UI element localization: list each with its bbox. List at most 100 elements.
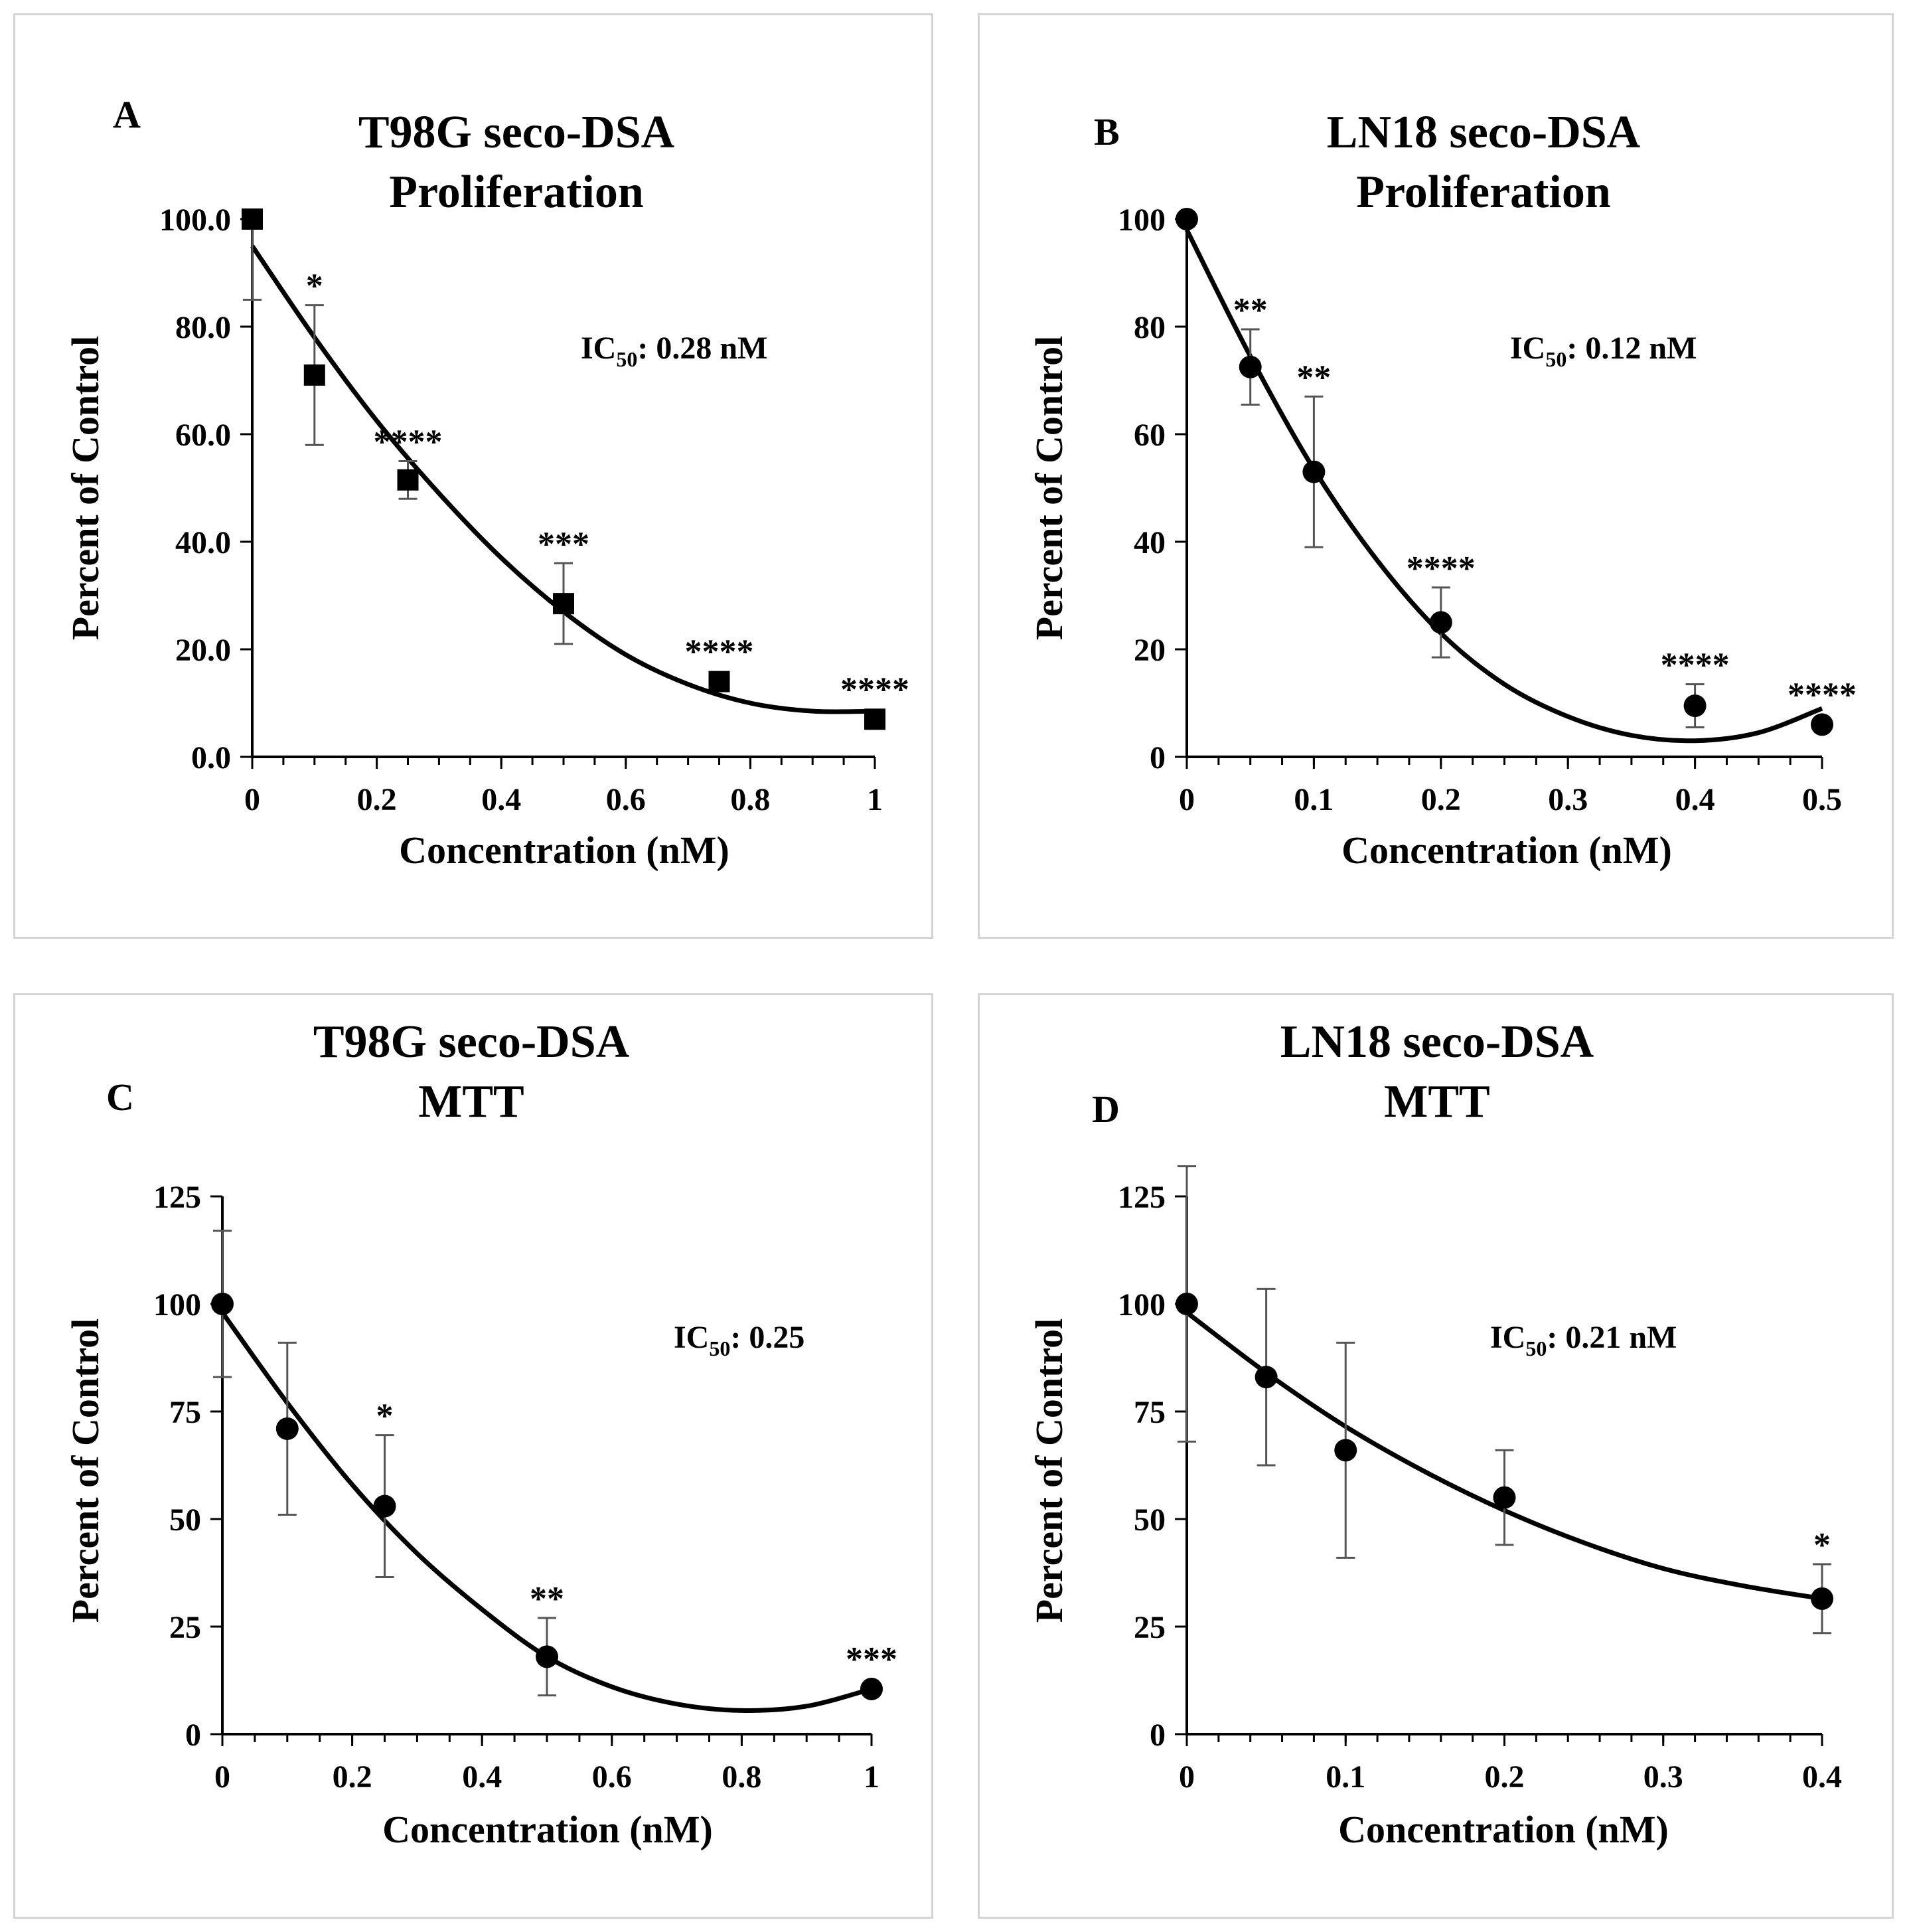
panel-d [978, 993, 1894, 1919]
chart-a-x-tick-label: 0 [244, 782, 260, 817]
chart-c-y-tick-label: 125 [153, 1180, 201, 1215]
chart-b-data-point [1239, 355, 1262, 378]
chart-a-panel-label: A [113, 93, 141, 136]
chart-c-data-point [211, 1293, 234, 1315]
chart-d-y-tick-label: 75 [1134, 1395, 1166, 1430]
chart-b-x-tick-label: 0.2 [1421, 782, 1461, 817]
chart-b-y-axis-label: Percent of Control [1028, 336, 1071, 641]
chart-a-data-point [553, 593, 574, 615]
chart-d-panel-label: D [1092, 1087, 1120, 1131]
chart-d-y-axis-label: Percent of Control [1028, 1319, 1071, 1623]
chart-c-title-line1: T98G seco-DSA [313, 1016, 630, 1068]
chart-d-title-line1: LN18 seco-DSA [1280, 1016, 1594, 1068]
chart-a-data-point [708, 671, 730, 692]
chart-a-x-tick-label: 1 [867, 782, 883, 817]
chart-a-ic50-label: IC50: 0.28 nM [581, 331, 767, 371]
chart-a-y-axis-label: Percent of Control [64, 336, 107, 641]
chart-a-significance-label: * [306, 268, 323, 305]
chart-c-data-point [536, 1645, 558, 1668]
chart-c-x-tick-label: 0.4 [462, 1759, 502, 1795]
chart-d-significance-label: * [1813, 1526, 1831, 1564]
chart-b-fit-curve [1184, 228, 1823, 744]
chart-c-y-tick-label: 75 [169, 1395, 201, 1430]
chart-b-x-tick-label: 0.4 [1675, 782, 1715, 817]
chart-c-y-tick-label: 25 [169, 1610, 201, 1645]
chart-a-title-line2: Proliferation [389, 167, 644, 218]
chart-b-significance-label: ** [1296, 359, 1331, 396]
chart-c-data-point [860, 1677, 883, 1700]
chart-b-y-tick-label: 60 [1134, 418, 1166, 453]
chart-a-data-point [242, 208, 263, 230]
chart-a-x-tick-label: 0.4 [481, 782, 521, 817]
chart-a-x-tick-label: 0.8 [730, 782, 770, 817]
chart-d-y-tick-label: 50 [1134, 1502, 1166, 1538]
chart-d-y-tick-label: 25 [1134, 1610, 1166, 1645]
chart-a-data-point [864, 708, 885, 730]
chart-b-panel-label: B [1094, 110, 1120, 153]
chart-c-x-axis-label: Concentration (nM) [382, 1808, 713, 1851]
chart-d-x-tick-label: 0.3 [1643, 1759, 1683, 1795]
chart-a-significance-label: **** [840, 671, 909, 708]
chart-b-x-tick-label: 0.3 [1548, 782, 1588, 817]
chart-b-y-tick-label: 40 [1134, 525, 1166, 560]
chart-d-y-tick-label: 125 [1118, 1180, 1166, 1215]
chart-b-y-tick-label: 0 [1150, 740, 1166, 775]
chart-a-y-tick-label: 40.0 [175, 525, 231, 560]
chart-c-ic50-label: IC50: 0.25 [674, 1320, 804, 1360]
chart-c-data-point [275, 1417, 299, 1440]
chart-a-x-tick-label: 0.6 [606, 782, 646, 817]
chart-b-y-tick-label: 100 [1118, 202, 1166, 238]
chart-b-title-line1: LN18 seco-DSA [1327, 107, 1641, 158]
chart-a-significance-label: **** [685, 633, 754, 671]
chart-a-significance-label: **** [374, 424, 443, 461]
chart-b-y-tick-label: 20 [1134, 633, 1166, 668]
chart-b-x-axis-label: Concentration (nM) [1341, 829, 1672, 872]
chart-a-fit-curve [250, 244, 876, 714]
chart-d-y-tick-label: 0 [1150, 1718, 1166, 1753]
chart-c-y-tick-label: 100 [153, 1287, 201, 1323]
chart-d-ic50-label: IC50: 0.21 nM [1490, 1320, 1677, 1360]
chart-d-x-tick-label: 0.1 [1326, 1759, 1365, 1795]
chart-d-data-point [1811, 1587, 1833, 1610]
chart-c-x-tick-label: 1 [864, 1759, 879, 1795]
chart-c-x-tick-label: 0.6 [592, 1759, 632, 1795]
chart-d-title-line2: MTT [1384, 1076, 1489, 1127]
chart-a-y-tick-label: 0.0 [191, 740, 231, 775]
chart-b-data-point [1811, 713, 1833, 736]
chart-d-x-axis-label: Concentration (nM) [1338, 1808, 1669, 1851]
chart-d-data-point [1255, 1366, 1278, 1389]
chart-a-title-line1: T98G seco-DSA [358, 107, 675, 158]
chart-a-data-point [303, 364, 325, 386]
chart-b-significance-label: **** [1788, 676, 1857, 714]
chart-c-x-tick-label: 0.8 [722, 1759, 761, 1795]
chart-a-x-tick-label: 0.2 [357, 782, 397, 817]
chart-c-y-tick-label: 0 [185, 1718, 201, 1753]
panel-b [978, 13, 1894, 939]
chart-c-y-axis-label: Percent of Control [64, 1319, 107, 1623]
chart-d-data-point [1334, 1439, 1357, 1462]
chart-b-x-tick-label: 0.1 [1294, 782, 1334, 817]
chart-b-data-point [1429, 611, 1452, 634]
chart-c-significance-label: *** [846, 1641, 897, 1678]
chart-c-x-tick-label: 0.2 [333, 1759, 372, 1795]
chart-d-y-tick-label: 100 [1118, 1287, 1166, 1323]
panel-c [13, 993, 933, 1919]
chart-c-significance-label: * [376, 1398, 394, 1435]
chart-a-x-axis-label: Concentration (nM) [399, 829, 729, 872]
chart-d-x-tick-label: 0.2 [1485, 1759, 1525, 1795]
chart-a-y-tick-label: 80.0 [175, 310, 231, 345]
chart-d-data-point [1493, 1486, 1516, 1509]
chart-b-data-point [1176, 208, 1198, 230]
chart-b-data-point [1302, 460, 1326, 483]
chart-d-x-tick-label: 0 [1179, 1759, 1195, 1795]
chart-c-y-tick-label: 50 [169, 1502, 201, 1538]
chart-c-significance-label: ** [530, 1580, 564, 1618]
chart-a-data-point [397, 469, 419, 491]
chart-c-x-tick-label: 0 [214, 1759, 230, 1795]
chart-b-ic50-label: IC50: 0.12 nM [1510, 331, 1697, 371]
chart-b-x-tick-label: 0.5 [1802, 782, 1842, 817]
chart-b-title-line2: Proliferation [1356, 167, 1611, 218]
chart-d-x-tick-label: 0.4 [1802, 1759, 1842, 1795]
chart-b-significance-label: ** [1233, 291, 1268, 329]
